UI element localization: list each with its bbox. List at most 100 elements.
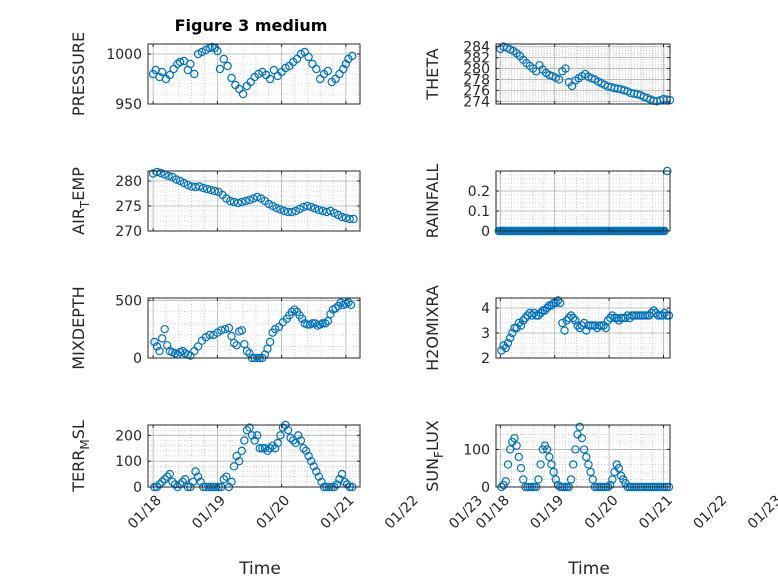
data-point [245,349,254,358]
data-point [629,311,639,320]
data-point [193,342,203,351]
data-point [348,51,357,61]
y-tick-label: 275 [115,199,142,215]
data-point [555,298,565,308]
data-point [172,175,181,184]
data-point [518,316,528,325]
data-point [318,319,327,328]
data-point [547,301,556,310]
data-point [247,431,257,440]
data-point [196,477,205,487]
data-series [148,42,357,99]
data-point [664,311,674,320]
data-point [345,214,354,224]
data-point [290,305,299,314]
data-point [191,182,200,192]
data-point [341,59,351,69]
data-point [213,46,222,56]
data-point [549,298,558,308]
data-point [590,321,600,330]
data-point [273,438,282,448]
data-point [529,308,539,318]
y-tick-label: 276 [463,83,490,99]
data-point [337,212,347,222]
data-point [575,422,584,432]
data-point [283,425,293,435]
y-axis-label: SUNFLUX [423,420,446,492]
y-tick-label: 3 [481,326,490,342]
data-point [569,313,578,323]
y-tick-label: 0 [481,480,490,496]
data-point [279,206,289,216]
panel-mixdepth: 0 500 MIXDEPTH [69,286,361,370]
data-point [549,467,558,477]
data-point [294,431,303,440]
y-tick-label: 950 [115,97,142,113]
data-point [599,321,608,330]
data-point [532,311,541,320]
data-point [314,472,324,481]
data-point [223,61,232,71]
data-point [547,460,556,469]
data-point [312,64,321,74]
data-point [250,436,259,445]
data-point [321,319,330,328]
data-point [503,338,513,348]
data-point [178,477,187,487]
data-point [269,65,279,75]
x-tick-label: 01/19 [189,493,229,533]
data-point [308,319,317,328]
data-point [545,452,554,462]
data-point [219,54,229,64]
data-point [534,311,543,320]
y-tick-label: 280 [463,62,490,78]
x-tick-label: 01/22 [382,493,422,533]
data-point [656,311,665,320]
data-point [636,311,645,320]
x-tick-label: 01/21 [636,493,676,533]
data-point [165,469,175,479]
data-point [202,184,212,194]
data-point [303,320,312,329]
data-point [170,480,180,489]
data-point [186,59,195,69]
data-point [195,182,204,191]
data-point [577,321,587,330]
data-point [205,330,214,340]
data-point [551,475,561,484]
data-point [349,214,358,224]
y-tick-label: 0 [481,224,490,240]
data-point [632,311,641,320]
data-point [658,311,667,320]
data-point [222,472,231,481]
data-point [168,477,177,487]
data-point [584,321,593,330]
data-point [253,431,262,440]
x-tick-label: 01/21 [318,493,358,533]
data-point [310,204,320,213]
data-point [268,441,277,450]
data-point [265,337,275,347]
data-point [191,467,200,476]
x-axis-label: Time [567,559,610,579]
x-tick-label: 01/18 [125,493,165,533]
data-point [499,341,508,350]
data-point [505,445,515,454]
data-point [335,475,344,484]
data-point [582,326,591,335]
axes-box [495,170,671,232]
data-point [238,89,248,99]
data-point [323,66,333,76]
data-point [217,326,226,335]
y-tick-label: 2 [481,351,490,367]
data-point [614,464,624,473]
data-point [344,298,353,307]
data-point [588,321,597,330]
data-point [245,423,254,432]
data-point [605,313,615,323]
data-point [642,311,652,320]
axes-background [496,171,670,231]
data-point [286,433,295,443]
data-point [297,314,307,323]
